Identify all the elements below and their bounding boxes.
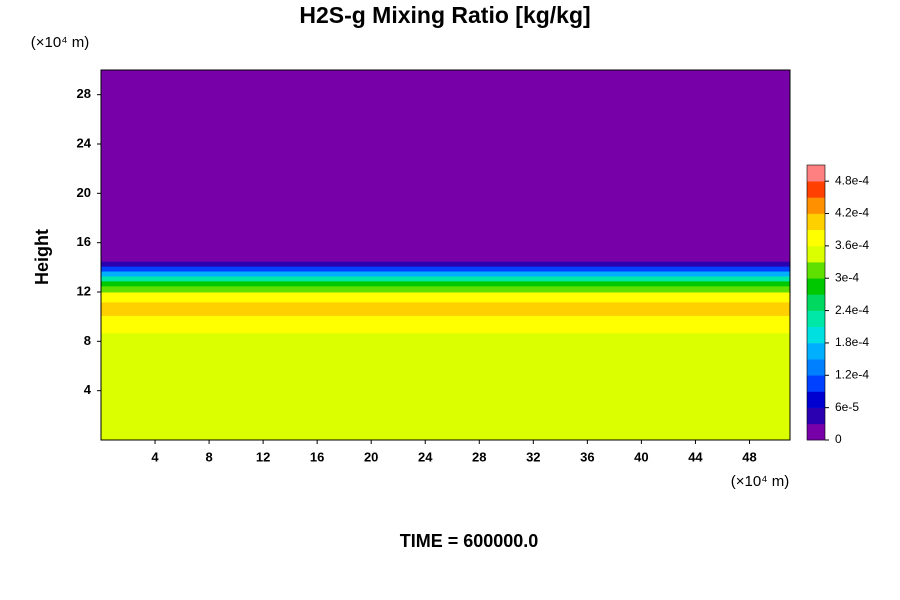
x-tick-label: 12 — [256, 449, 270, 464]
x-tick-label: 28 — [472, 449, 486, 464]
x-tick-label: 48 — [742, 449, 756, 464]
colorbar-band — [807, 181, 825, 198]
y-tick-label: 28 — [77, 86, 91, 101]
colorbar-band — [807, 359, 825, 376]
contour-layer — [101, 271, 790, 277]
colorbar-tick-label: 1.8e-4 — [835, 335, 869, 349]
chart-title: H2S-g Mixing Ratio [kg/kg] — [299, 2, 590, 28]
colorbar-band — [807, 278, 825, 295]
colorbar-tick-label: 0 — [835, 432, 842, 446]
y-tick-label: 20 — [77, 185, 91, 200]
plot-frame — [100, 69, 791, 441]
x-tick-label: 32 — [526, 449, 540, 464]
colorbar-band — [807, 423, 825, 441]
y-tick-label: 8 — [84, 333, 91, 348]
colorbar-band — [807, 165, 825, 182]
contour-layer — [101, 292, 790, 303]
x-unit: (×10⁴ m) — [731, 473, 790, 490]
colorbar-tick-label: 1.2e-4 — [835, 367, 869, 381]
contour-layer — [101, 70, 790, 262]
colorbar-tick-label: 4.8e-4 — [835, 173, 869, 187]
contour-layer — [101, 301, 790, 316]
colorbar-band — [807, 342, 825, 360]
contour-layer — [101, 280, 790, 287]
colorbar-band — [807, 262, 825, 279]
colorbar-tick-label: 4.2e-4 — [835, 206, 869, 220]
x-tick-label: 40 — [634, 449, 648, 464]
contour-layer — [101, 315, 790, 334]
y-tick-label: 24 — [77, 135, 92, 150]
y-tick-label: 12 — [77, 283, 91, 298]
contour-layer — [101, 266, 790, 272]
x-tick-label: 4 — [151, 449, 159, 464]
y-unit: (×10⁴ m) — [31, 34, 90, 51]
contour-layer — [101, 285, 790, 293]
colorbar-band — [807, 213, 825, 231]
colorbar-band — [807, 326, 825, 344]
x-tick-label: 16 — [310, 449, 324, 464]
y-tick-label: 16 — [77, 234, 91, 249]
contour-layer — [101, 275, 790, 282]
y-tick-label: 4 — [84, 382, 92, 397]
colorbar-tick-label: 2.4e-4 — [835, 303, 869, 317]
y-axis-label: Height — [32, 229, 52, 285]
colorbar-tick-label: 3e-4 — [835, 270, 859, 284]
colorbar-band — [807, 229, 825, 247]
colorbar-band — [807, 294, 825, 311]
colorbar-band — [807, 245, 825, 263]
footer: TIME = 600000.0 — [400, 531, 539, 551]
x-tick-label: 24 — [418, 449, 433, 464]
x-tick-label: 44 — [688, 449, 703, 464]
contour-layer — [101, 332, 790, 441]
x-tick-label: 36 — [580, 449, 594, 464]
x-tick-label: 8 — [205, 449, 212, 464]
colorbar-tick-label: 6e-5 — [835, 400, 859, 414]
colorbar-band — [807, 407, 825, 425]
contour-layer — [101, 261, 790, 267]
colorbar-band — [807, 375, 825, 392]
colorbar-band — [807, 391, 825, 408]
colorbar-tick-label: 3.6e-4 — [835, 238, 869, 252]
x-tick-label: 20 — [364, 449, 378, 464]
colorbar-band — [807, 197, 825, 214]
colorbar-frame — [806, 164, 826, 441]
colorbar-band — [807, 310, 825, 328]
